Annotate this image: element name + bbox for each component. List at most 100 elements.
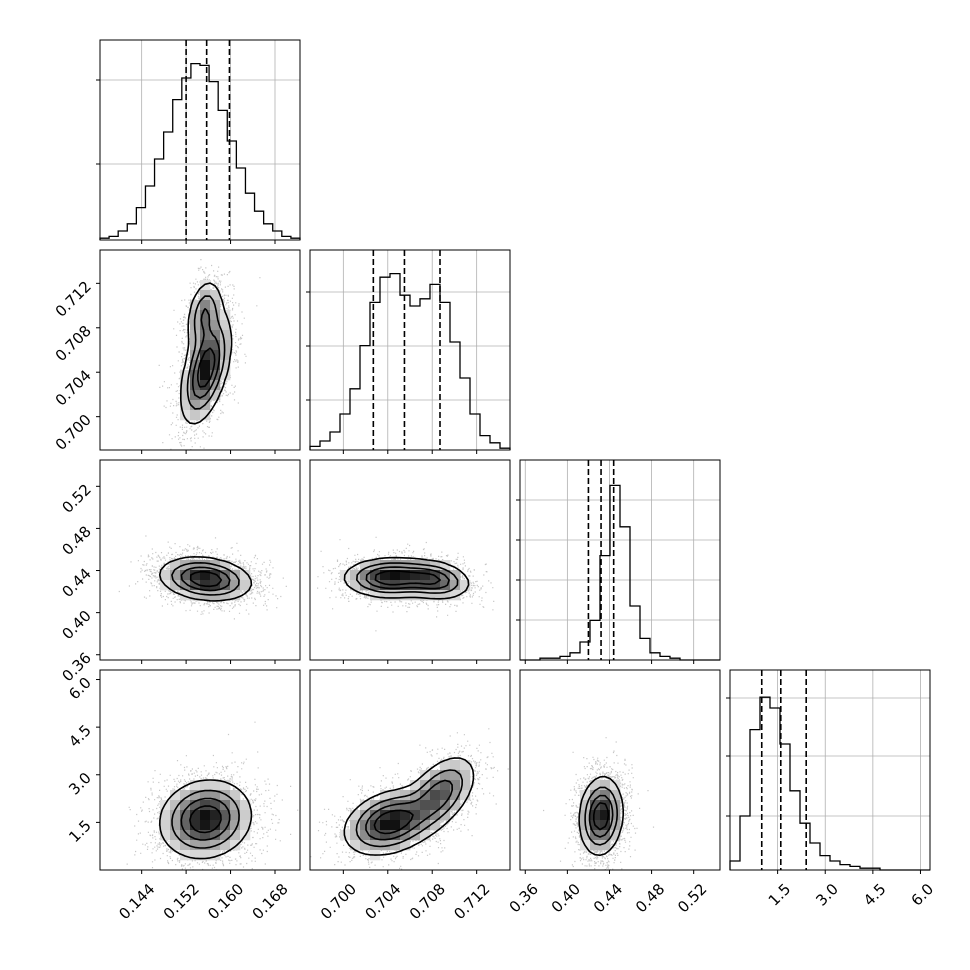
density-cell: [460, 790, 471, 801]
density-cell: [190, 840, 201, 851]
density-cell: [170, 560, 181, 571]
panel-frame: [99, 249, 301, 451]
density-cell: [200, 330, 211, 341]
density-cell: [180, 840, 191, 851]
density-cell: [190, 590, 201, 601]
density-cell: [370, 570, 381, 581]
contour-line: [356, 562, 459, 594]
density-cell: [200, 310, 211, 321]
density-cell: [390, 810, 401, 821]
histogram-step: [99, 62, 301, 240]
density-cell: [400, 590, 411, 601]
contour-line: [171, 562, 240, 596]
density-cell: [590, 840, 601, 851]
x-tick-label: 0.168: [249, 880, 292, 923]
density-cell: [360, 560, 371, 571]
density-cell: [360, 820, 371, 831]
density-cell: [180, 850, 191, 861]
density-cell: [610, 810, 621, 821]
density-cell: [230, 790, 241, 801]
y-tick-label: 0.48: [58, 523, 94, 559]
density-cell: [370, 830, 381, 841]
density-cell: [200, 340, 211, 351]
density-cell: [420, 580, 431, 591]
density-cell: [220, 570, 231, 581]
density-cell: [450, 760, 461, 771]
histogram-panel-0: [96, 39, 301, 241]
density-cell: [180, 810, 191, 821]
density-cell: [180, 830, 191, 841]
density-cell: [220, 580, 231, 591]
density-cell: [380, 570, 391, 581]
density-cell: [460, 760, 471, 771]
density-cell: [220, 320, 231, 331]
panel-content: [126, 721, 299, 870]
x-tick-label: 0.52: [674, 880, 710, 916]
x-tick-label: 0.144: [115, 880, 158, 923]
density-cell: [420, 830, 431, 841]
density-cell: [400, 800, 411, 811]
density-cell: [230, 840, 241, 851]
density-cell: [440, 760, 451, 771]
density-cell: [400, 580, 411, 591]
density-cell: [190, 820, 201, 831]
contour-line: [180, 566, 231, 592]
density-cell: [170, 570, 181, 581]
scatter-panel-3-0: [99, 669, 301, 871]
density-cell: [210, 810, 221, 821]
density-cell: [210, 830, 221, 841]
density-cell: [450, 800, 461, 811]
density-cell: [210, 360, 221, 371]
density-cell: [180, 410, 191, 421]
density-cell: [420, 820, 431, 831]
panel-content: [543, 737, 655, 870]
density-cell: [190, 560, 201, 571]
density-cell: [390, 820, 401, 831]
density-cell: [600, 810, 611, 821]
x-tick-label: 0.160: [204, 880, 247, 923]
x-tick-label: 4.5: [860, 880, 890, 910]
density-cell: [430, 790, 441, 801]
density-cell: [610, 800, 621, 811]
contour-line: [343, 757, 475, 856]
contour-line: [171, 789, 240, 849]
contour-line: [197, 347, 216, 388]
density-cell: [200, 790, 211, 801]
density-cell: [450, 770, 461, 781]
density-cell: [210, 290, 221, 301]
density-cell: [220, 360, 231, 371]
x-tick-label: 0.712: [450, 880, 493, 923]
density-cell: [190, 850, 201, 861]
density-cell: [460, 770, 471, 781]
panel-frame: [729, 669, 931, 871]
contour-line: [189, 805, 222, 834]
density-cell: [190, 370, 201, 381]
density-cell: [600, 780, 611, 791]
density-cell: [430, 590, 441, 601]
density-cell: [190, 780, 201, 791]
density-cell: [240, 820, 251, 831]
density-cell: [350, 840, 361, 851]
y-tick-label: 0.40: [58, 607, 94, 643]
density-cell: [400, 830, 411, 841]
density-cell: [410, 590, 421, 601]
x-tick-label: 0.48: [632, 880, 668, 916]
panel-content: [310, 728, 509, 870]
density-cell: [410, 790, 421, 801]
density-cell: [430, 580, 441, 591]
density-cell: [420, 770, 431, 781]
density-cell: [420, 570, 431, 581]
density-cell: [360, 810, 371, 821]
density-cell: [210, 340, 221, 351]
contour-line: [374, 570, 441, 586]
scatter-panel-3-2: [519, 669, 721, 871]
y-tick-label: 3.0: [65, 769, 95, 799]
contour-line: [186, 295, 226, 410]
density-cell: [610, 780, 621, 791]
panel-frame: [309, 459, 511, 661]
histogram-step: [520, 484, 720, 661]
density-cell: [210, 380, 221, 391]
density-cell: [180, 390, 191, 401]
density-cell: [410, 570, 421, 581]
density-cell: [390, 790, 401, 801]
